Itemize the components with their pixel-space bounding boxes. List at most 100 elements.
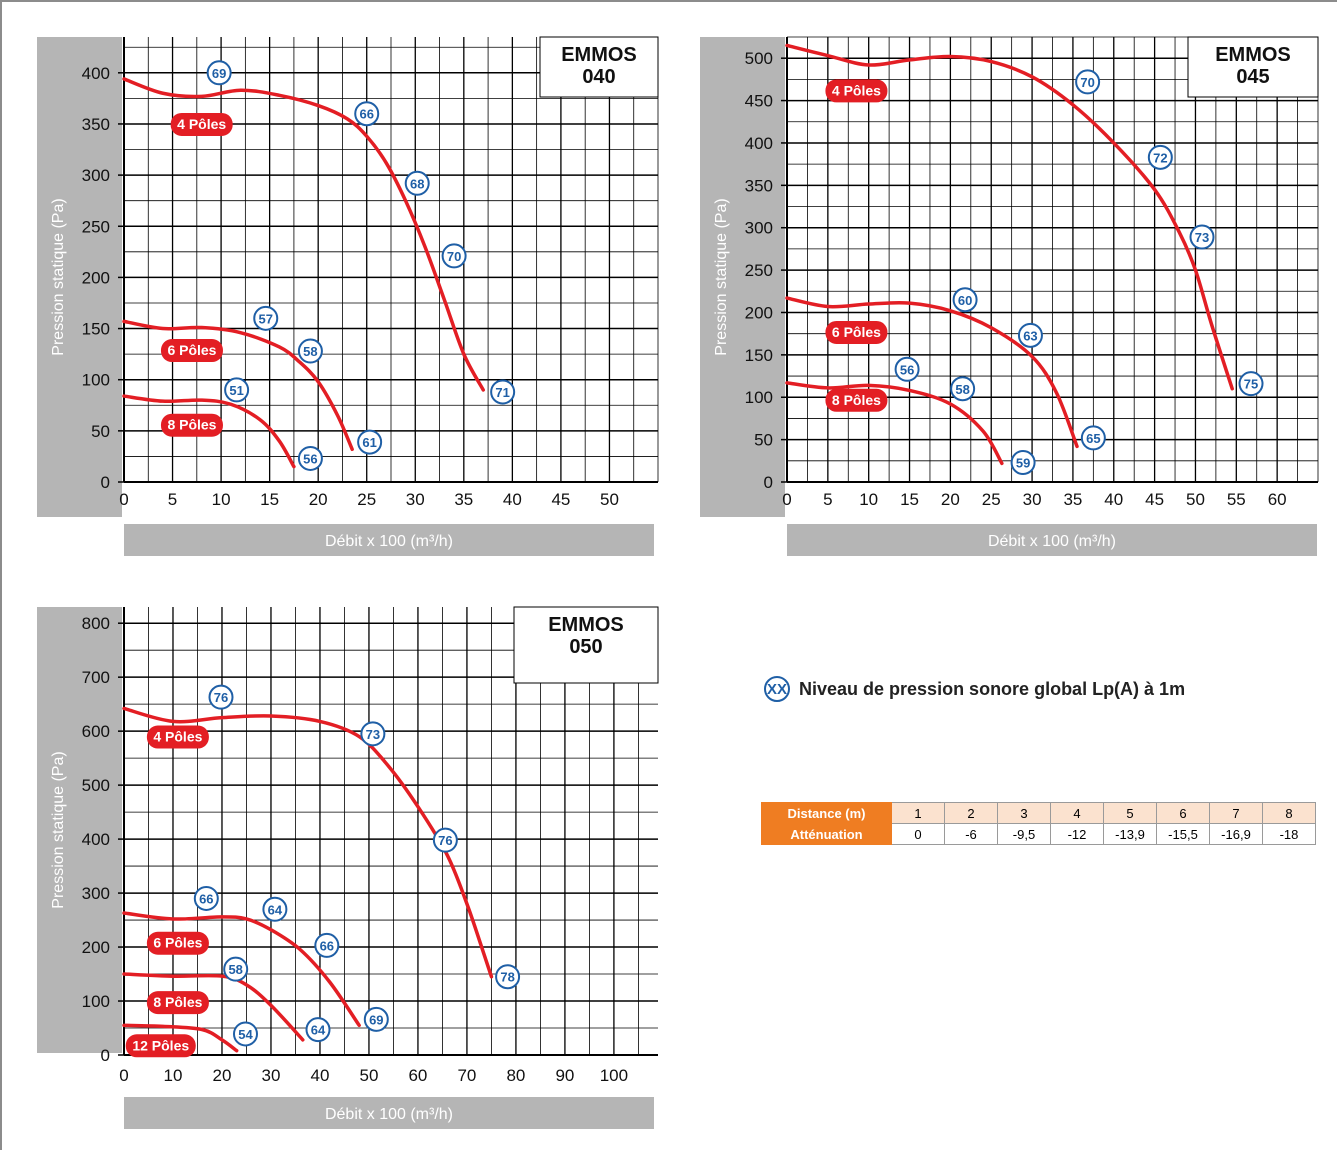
- noise-level-badge: [1189, 224, 1215, 250]
- noise-level-value: 57: [259, 311, 273, 326]
- series-label-pill: [160, 413, 223, 437]
- noise-level-value: 76: [438, 833, 452, 848]
- noise-level-badge: [297, 445, 323, 471]
- noise-level-badge: [952, 287, 978, 313]
- y-tick-label: 800: [82, 614, 110, 633]
- row-header-distance: Distance (m): [761, 802, 892, 824]
- series-line: [122, 1023, 239, 1053]
- noise-level-badge: [495, 964, 521, 990]
- table-cell: -9,5: [997, 823, 1051, 845]
- noise-level-badge: [1017, 322, 1043, 348]
- noise-level-value: 60: [958, 293, 972, 308]
- y-axis-band: [700, 37, 785, 517]
- x-axis-label: Débit x 100 (m³/h): [325, 533, 453, 550]
- noise-level-value: 59: [1016, 456, 1030, 471]
- x-axis-label: Débit x 100 (m³/h): [325, 1106, 453, 1123]
- table-cell: -16,9: [1209, 823, 1263, 845]
- table-cell: 2: [944, 802, 998, 824]
- table-row-attenuation: Atténuation 0 -6 -9,5 -12 -13,9 -15,5 -1…: [761, 823, 1316, 845]
- y-tick-label: 300: [82, 166, 110, 185]
- y-tick-label: 100: [82, 992, 110, 1011]
- series-label: 8 Pôles: [167, 417, 216, 433]
- noise-level-badge: [224, 377, 250, 403]
- noise-badge-sample: XX: [764, 676, 790, 702]
- x-axis-band: [787, 524, 1317, 556]
- series-label-pill: [125, 1034, 196, 1058]
- series-line: [122, 706, 494, 979]
- noise-level-badge: [354, 101, 380, 127]
- x-tick-label: 0: [119, 1066, 128, 1085]
- noise-level-badge: [950, 376, 976, 402]
- noise-level-value: 66: [199, 891, 213, 906]
- table-cell: 3: [997, 802, 1051, 824]
- table-cell: -13,9: [1103, 823, 1157, 845]
- x-tick-label: 45: [1145, 490, 1164, 509]
- y-tick-label: 50: [91, 422, 110, 441]
- chart-title-box: [513, 606, 659, 684]
- series-line: [785, 381, 1004, 466]
- noise-level-badge: [314, 932, 340, 958]
- series-label-pill: [825, 388, 888, 412]
- x-tick-label: 50: [359, 1066, 378, 1085]
- series-label-pill: [170, 112, 233, 136]
- x-tick-label: 60: [408, 1066, 427, 1085]
- y-tick-label: 400: [745, 134, 773, 153]
- noise-level-badge: [1147, 144, 1173, 170]
- noise-level-value: 61: [362, 435, 376, 450]
- noise-level-value: 51: [229, 383, 243, 398]
- y-tick-label: 200: [82, 938, 110, 957]
- noise-level-value: 73: [366, 727, 380, 742]
- y-axis-label: Pression statique (Pa): [50, 198, 67, 355]
- noise-level-badge: [1075, 69, 1101, 95]
- series-label-pill: [146, 725, 209, 749]
- legend: XX Niveau de pression sonore global Lp(A…: [764, 676, 1185, 702]
- noise-level-value: 70: [1080, 75, 1094, 90]
- noise-level-badge: [305, 1017, 331, 1043]
- noise-level-badge: [363, 1006, 389, 1032]
- x-tick-label: 35: [1063, 490, 1082, 509]
- series-line: [122, 319, 354, 452]
- x-tick-label: 5: [168, 490, 177, 509]
- y-tick-label: 0: [101, 1046, 110, 1065]
- noise-level-value: 70: [447, 249, 461, 264]
- x-tick-label: 25: [357, 490, 376, 509]
- chart-title: 045: [1236, 66, 1269, 88]
- series-label-pill: [160, 339, 223, 363]
- y-tick-label: 400: [82, 64, 110, 83]
- noise-level-badge: [357, 429, 383, 455]
- noise-level-value: 65: [1086, 431, 1100, 446]
- series-line: [122, 77, 485, 392]
- noise-level-value: 75: [1244, 377, 1258, 392]
- noise-level-badge: [208, 684, 234, 710]
- series-label: 8 Pôles: [153, 994, 202, 1010]
- noise-level-value: 56: [900, 362, 914, 377]
- table-cell: 6: [1156, 802, 1210, 824]
- chart-title-box: [539, 36, 659, 98]
- series-label: 6 Pôles: [167, 342, 216, 358]
- noise-level-badge: [297, 338, 323, 364]
- y-tick-label: 0: [764, 473, 773, 492]
- x-tick-label: 50: [1186, 490, 1205, 509]
- x-tick-label: 20: [213, 1066, 232, 1085]
- x-axis-band: [124, 524, 654, 556]
- x-tick-label: 15: [900, 490, 919, 509]
- noise-level-value: 71: [495, 385, 509, 400]
- y-tick-label: 350: [82, 115, 110, 134]
- x-tick-label: 20: [309, 490, 328, 509]
- noise-level-badge: [232, 1021, 258, 1047]
- table-cell: 1: [891, 802, 945, 824]
- noise-level-value: 64: [268, 902, 283, 917]
- x-tick-label: 100: [600, 1066, 628, 1085]
- noise-level-badge: [404, 170, 430, 196]
- noise-level-badge: [1010, 450, 1036, 476]
- series-label: 12 Pôles: [132, 1037, 189, 1053]
- series-line: [122, 911, 361, 1028]
- noise-level-value: 73: [1195, 230, 1209, 245]
- noise-level-badge: [894, 356, 920, 382]
- noise-level-badge: [253, 305, 279, 331]
- x-axis-band: [124, 1097, 654, 1129]
- y-axis-label: Pression statique (Pa): [713, 198, 730, 355]
- chart-title: EMMOS: [548, 614, 624, 636]
- y-tick-label: 300: [82, 884, 110, 903]
